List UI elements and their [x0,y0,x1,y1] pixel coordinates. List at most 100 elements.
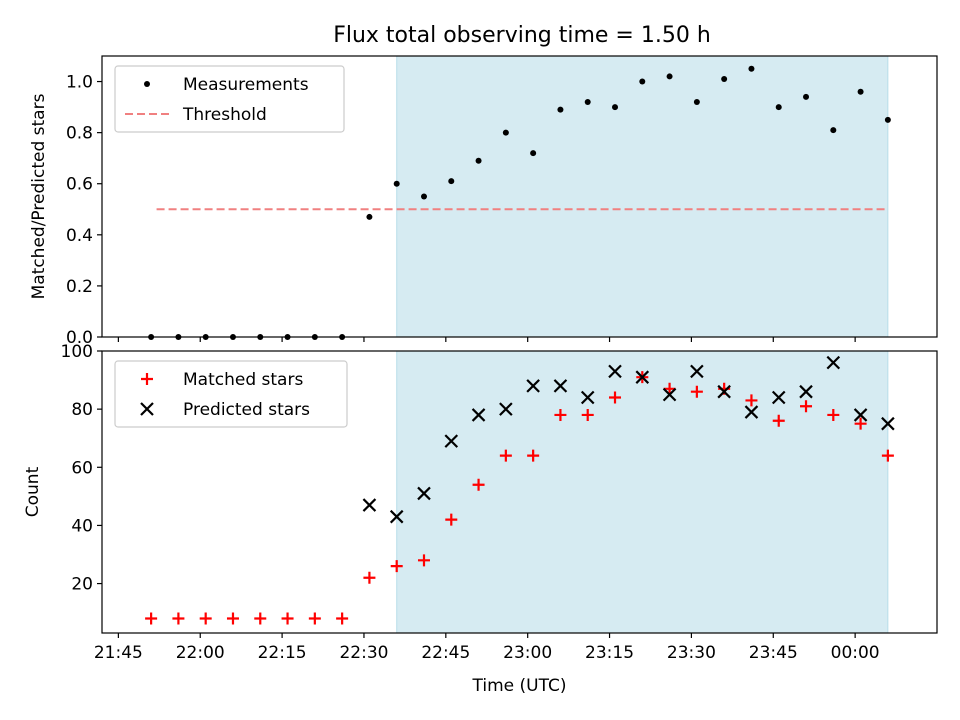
ratio-panel: 0.0 0.2 0.4 0.6 0.8 1.0 Matched/Predicted star… [29,55,938,348]
x-tick-label: 23:15 [585,643,634,663]
data-point [854,417,867,430]
data-point [663,382,676,395]
data-point [748,65,755,72]
data-point [308,612,321,625]
y-tick-label: 100 [61,342,93,362]
y-tick-label: 1.0 [66,73,93,93]
data-point [499,449,512,462]
data-point [472,478,485,491]
data-point [527,449,540,462]
y-tick-label: 0.2 [66,277,93,297]
data-point [690,364,704,379]
x-tick-label: 22:00 [176,643,225,663]
y-tick-label: 0.6 [66,175,93,195]
data-point [362,498,377,512]
data-point [363,571,376,584]
data-point [336,612,349,625]
data-point [389,509,404,524]
y-axis-label: Matched/Predicted stars [29,93,49,299]
series-predicted-stars [362,355,895,524]
x-tick-label: 22:45 [421,643,470,663]
data-point [581,408,594,421]
data-point [366,213,373,220]
data-point [826,355,841,370]
data-point [881,416,895,431]
y-tick-label: 20 [71,575,93,595]
data-point [417,486,431,501]
count-panel: 20 40 60 80 100 21:45 22:00 22:15 22:30 22:45 23:0… [23,342,938,696]
data-point [580,390,595,405]
x-tick-label: 23:45 [749,643,798,663]
data-point [662,387,677,402]
y-tick-label: 0.0 [66,328,93,348]
data-point [803,93,810,100]
data-point [827,408,840,421]
data-point [526,379,540,393]
data-point [530,150,537,157]
legend-box [114,65,345,133]
x-tick-label: 00:00 [831,643,880,663]
axes-frame [101,55,938,338]
data-point [471,408,486,422]
data-point [881,449,894,462]
data-point [772,414,785,427]
x-axis-label: Time (UTC) [472,676,567,696]
data-point [145,612,158,625]
data-point [584,98,591,105]
data-point [830,127,837,134]
x-tick-label: 22:30 [339,643,388,663]
y-tick-label: 60 [71,458,93,478]
legend-marker [144,81,150,87]
x-tick-label: 23:30 [667,643,716,663]
x-tick-label: 23:00 [503,643,552,663]
data-point [721,75,728,82]
data-point [745,394,758,407]
data-point [612,104,619,111]
x-tick-label: 22:15 [258,643,307,663]
data-point [884,116,891,123]
data-point [639,78,646,85]
legend-marker [140,402,154,416]
data-point [172,612,185,625]
data-point [226,612,239,625]
legend-label: Threshold [182,105,267,125]
data-point [390,560,403,573]
legend: Measurements Threshold [114,65,345,133]
y-tick-label: 0.8 [66,124,93,144]
data-point [393,180,400,187]
data-point [775,104,782,111]
observing-window-band [396,350,889,634]
legend: Matched stars Predicted stars [114,360,348,428]
data-point [635,370,650,384]
y-axis-label: Count [23,466,43,517]
data-point [254,612,267,625]
data-point [800,400,813,413]
x-tick-label: 21:45 [94,643,143,663]
data-point [666,73,673,80]
legend-marker [141,373,153,385]
legend-box [114,360,348,428]
data-point [420,193,427,200]
data-point [857,88,864,95]
legend-label: Predicted stars [183,400,310,420]
data-point [448,178,455,185]
series-matched-stars [145,371,894,625]
data-point [553,379,568,393]
chart-title: Flux total observing time = 1.50 h [333,23,711,48]
data-point [771,390,786,405]
data-point [799,384,813,399]
axes-frame [101,350,938,634]
data-point [717,384,731,399]
data-point [445,513,458,526]
legend-label: Matched stars [183,370,303,390]
y-tick-label: 0.4 [66,226,93,246]
data-point [417,554,430,567]
data-point [557,106,564,113]
data-point [693,98,700,105]
data-point [744,405,759,419]
observing-window-band [396,55,889,338]
legend-label: Measurements [183,75,309,95]
y-tick-label: 80 [71,400,93,420]
data-point [554,408,567,421]
